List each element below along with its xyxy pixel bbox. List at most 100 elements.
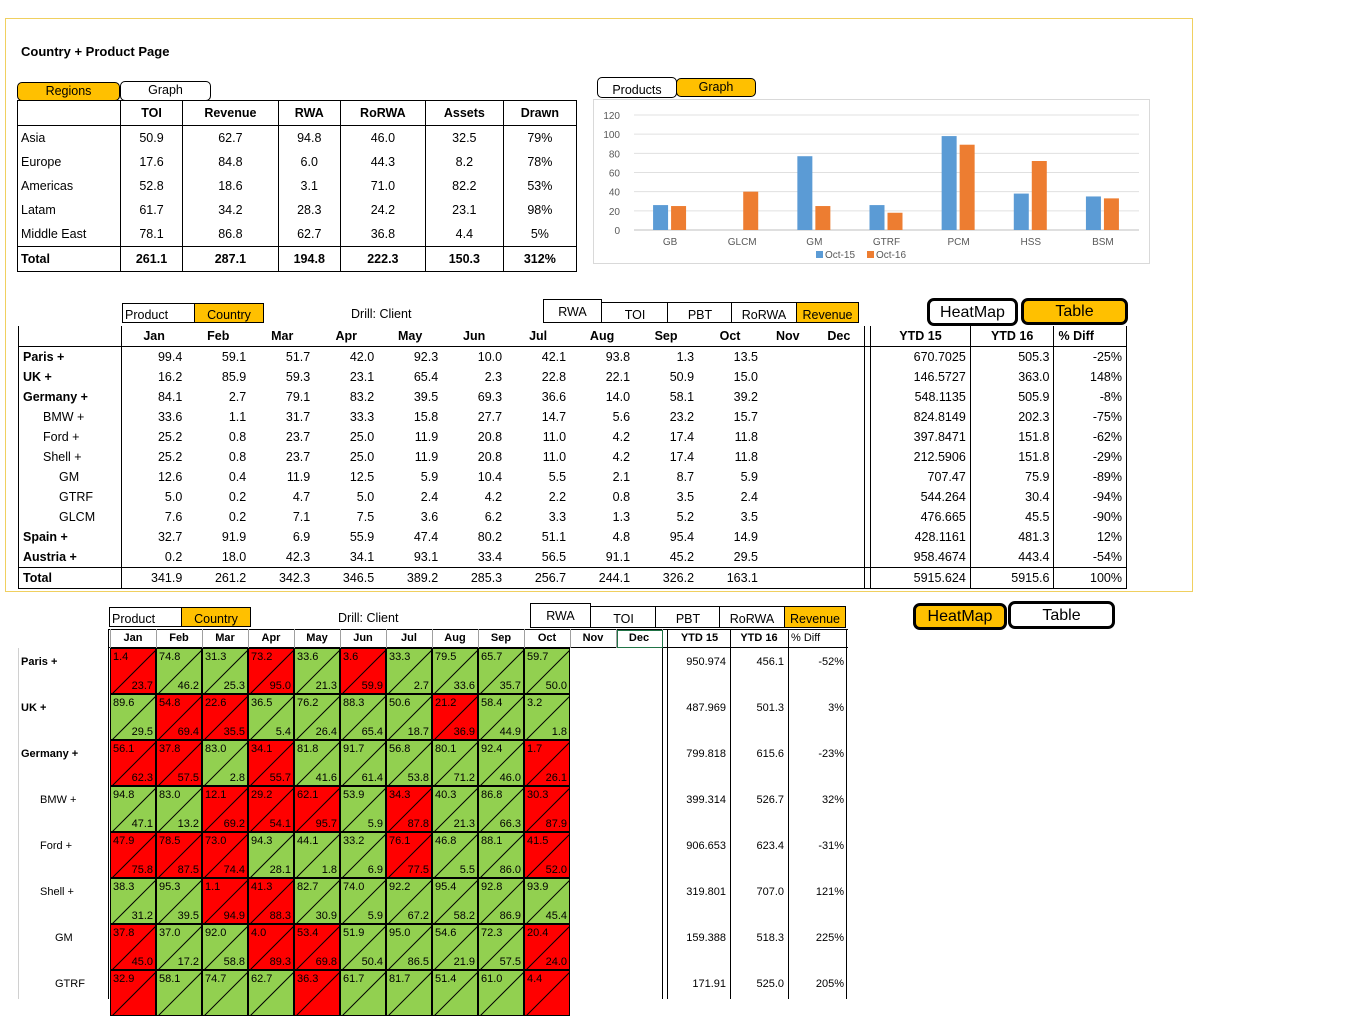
heat-cell[interactable]: 12.1 69.2 <box>202 786 248 832</box>
heat-cell[interactable]: 3.6 59.9 <box>340 648 386 694</box>
country-row[interactable]: Germany + 84.1 2.7 79.1 83.2 39.5 69.3 36.6 14.0… <box>18 387 1127 407</box>
heat-cell[interactable]: 53.9 5.9 <box>340 786 386 832</box>
heat-cell[interactable]: 44.1 1.8 <box>294 832 340 878</box>
heat-tab-country-view[interactable]: Country <box>181 607 251 627</box>
heat-cell[interactable]: 37.8 45.0 <box>110 924 156 970</box>
heat-cell[interactable]: 95.3 39.5 <box>156 878 202 924</box>
heat-cell[interactable]: 51.9 50.4 <box>340 924 386 970</box>
heat-row-label[interactable]: Germany + <box>21 748 79 760</box>
heat-cell[interactable]: 91.7 61.4 <box>340 740 386 786</box>
tab-regions-graph[interactable]: Graph <box>120 81 211 101</box>
heat-cell[interactable]: 36.5 5.4 <box>248 694 294 740</box>
heat-cell[interactable]: 80.1 71.2 <box>432 740 478 786</box>
tab-product-view[interactable]: Product <box>122 303 195 323</box>
heat-selected-cell[interactable] <box>617 630 663 648</box>
heat-cell[interactable]: 92.0 58.8 <box>202 924 248 970</box>
heat-cell[interactable]: 22.6 35.5 <box>202 694 248 740</box>
tab-regions[interactable]: Regions <box>17 82 120 101</box>
heat-row-label[interactable]: BMW + <box>40 794 77 806</box>
heat-cell[interactable]: 92.4 46.0 <box>478 740 524 786</box>
country-row[interactable]: UK + 16.2 85.9 59.3 23.1 65.4 2.3 22.8 22.1 50.9 1… <box>18 367 1127 387</box>
country-row[interactable]: BMW + 33.6 1.1 31.7 33.3 15.8 27.7 14.7 5.6 23.2 1… <box>18 407 1127 427</box>
heat-tab-table[interactable]: Table <box>1008 601 1115 629</box>
heat-cell[interactable]: 95.4 58.2 <box>432 878 478 924</box>
heat-row-label[interactable]: GTRF <box>55 978 85 990</box>
tab-metric-pbt[interactable]: PBT <box>667 302 732 323</box>
heat-row-label[interactable]: UK + <box>21 702 47 714</box>
tab-metric-rorwa[interactable]: RoRWA <box>731 302 797 323</box>
tab-table[interactable]: Table <box>1021 298 1128 325</box>
tab-products[interactable]: Products <box>597 77 677 98</box>
country-row[interactable]: GM 12.6 0.4 11.9 12.5 5.9 10.4 5.5 2.1 8.7 5.9 707.… <box>18 467 1127 487</box>
heat-cell[interactable]: 83.0 13.2 <box>156 786 202 832</box>
heat-cell[interactable]: 50.6 18.7 <box>386 694 432 740</box>
tab-metric-toi[interactable]: TOI <box>601 302 668 323</box>
heat-cell[interactable]: 37.8 57.5 <box>156 740 202 786</box>
heat-cell[interactable]: 92.2 67.2 <box>386 878 432 924</box>
heat-cell[interactable]: 79.5 33.6 <box>432 648 478 694</box>
heat-tab-metric-revenue[interactable]: Revenue <box>784 606 846 628</box>
heat-cell[interactable]: 30.3 87.9 <box>524 786 570 832</box>
heat-row-label[interactable]: Ford + <box>40 840 73 852</box>
tab-heatmap[interactable]: HeatMap <box>927 298 1018 326</box>
heat-tab-metric-rorwa[interactable]: RoRWA <box>719 606 785 628</box>
heat-cell[interactable]: 20.4 24.0 <box>524 924 570 970</box>
heat-cell[interactable]: 88.3 65.4 <box>340 694 386 740</box>
heat-cell[interactable]: 36.3 <box>294 970 340 1016</box>
heat-tab-heatmap[interactable]: HeatMap <box>913 603 1007 630</box>
heat-cell[interactable]: 86.8 66.3 <box>478 786 524 832</box>
heat-cell[interactable]: 46.8 5.5 <box>432 832 478 878</box>
country-row[interactable]: GTRF 5.0 0.2 4.7 5.0 2.4 4.2 2.2 0.8 3.5 2.4 544.26… <box>18 487 1127 507</box>
country-row[interactable]: Austria + 0.2 18.0 42.3 34.1 93.1 33.4 56.5 91.1… <box>18 547 1127 568</box>
heat-cell[interactable]: 40.3 21.3 <box>432 786 478 832</box>
heat-cell[interactable]: 59.7 50.0 <box>524 648 570 694</box>
heat-cell[interactable]: 82.7 30.9 <box>294 878 340 924</box>
heat-cell[interactable]: 41.5 52.0 <box>524 832 570 878</box>
heat-cell[interactable]: 89.6 29.5 <box>110 694 156 740</box>
heat-cell[interactable]: 1.4 23.7 <box>110 648 156 694</box>
heat-tab-metric-rwa[interactable]: RWA <box>530 603 591 628</box>
heat-cell[interactable]: 76.2 26.4 <box>294 694 340 740</box>
heat-cell[interactable]: 3.2 1.8 <box>524 694 570 740</box>
tab-products-graph[interactable]: Graph <box>676 78 756 97</box>
heat-cell[interactable]: 88.1 86.0 <box>478 832 524 878</box>
heat-cell[interactable]: 92.8 86.9 <box>478 878 524 924</box>
heat-cell[interactable]: 37.0 17.2 <box>156 924 202 970</box>
heat-cell[interactable]: 56.1 62.3 <box>110 740 156 786</box>
heat-cell[interactable]: 1.7 26.1 <box>524 740 570 786</box>
heat-cell[interactable]: 56.8 53.8 <box>386 740 432 786</box>
heat-cell[interactable]: 32.9 <box>110 970 156 1016</box>
heat-cell[interactable]: 58.1 <box>156 970 202 1016</box>
heat-cell[interactable]: 41.3 88.3 <box>248 878 294 924</box>
heat-cell[interactable]: 73.2 95.0 <box>248 648 294 694</box>
heat-cell[interactable]: 33.2 6.9 <box>340 832 386 878</box>
heat-cell[interactable]: 65.7 35.7 <box>478 648 524 694</box>
heat-tab-metric-pbt[interactable]: PBT <box>655 606 720 628</box>
heat-cell[interactable]: 1.1 94.9 <box>202 878 248 924</box>
heat-cell[interactable]: 74.7 <box>202 970 248 1016</box>
country-row[interactable]: Ford + 25.2 0.8 23.7 25.0 11.9 20.8 11.0 4.2 17.4… <box>18 427 1127 447</box>
heat-cell[interactable]: 34.1 55.7 <box>248 740 294 786</box>
heat-cell[interactable]: 72.3 57.5 <box>478 924 524 970</box>
tab-metric-revenue[interactable]: Revenue <box>796 302 859 323</box>
heat-cell[interactable]: 31.3 25.3 <box>202 648 248 694</box>
heat-cell[interactable]: 81.7 <box>386 970 432 1016</box>
heat-cell[interactable]: 53.4 69.8 <box>294 924 340 970</box>
heat-cell[interactable]: 34.3 87.8 <box>386 786 432 832</box>
tab-country-view[interactable]: Country <box>194 303 264 323</box>
heat-cell[interactable]: 62.7 <box>248 970 294 1016</box>
heat-cell[interactable]: 4.4 <box>524 970 570 1016</box>
heat-cell[interactable]: 81.8 41.6 <box>294 740 340 786</box>
heat-cell[interactable]: 54.8 69.4 <box>156 694 202 740</box>
heat-cell[interactable]: 94.8 47.1 <box>110 786 156 832</box>
heat-cell[interactable]: 33.3 2.7 <box>386 648 432 694</box>
heat-cell[interactable]: 54.6 21.9 <box>432 924 478 970</box>
heat-cell[interactable]: 4.0 89.3 <box>248 924 294 970</box>
heat-cell[interactable]: 95.0 86.5 <box>386 924 432 970</box>
country-row[interactable]: GLCM 7.6 0.2 7.1 7.5 3.6 6.2 3.3 1.3 5.2 3.5 476.66… <box>18 507 1127 527</box>
heat-tab-metric-toi[interactable]: TOI <box>590 606 656 628</box>
heat-row-label[interactable]: Paris + <box>21 656 58 668</box>
heat-row-label[interactable]: Shell + <box>40 886 74 898</box>
country-row[interactable]: Paris + 99.4 59.1 51.7 42.0 92.3 10.0 42.1 93.8 1… <box>18 346 1127 367</box>
heat-tab-product-view[interactable]: Product <box>109 607 182 627</box>
